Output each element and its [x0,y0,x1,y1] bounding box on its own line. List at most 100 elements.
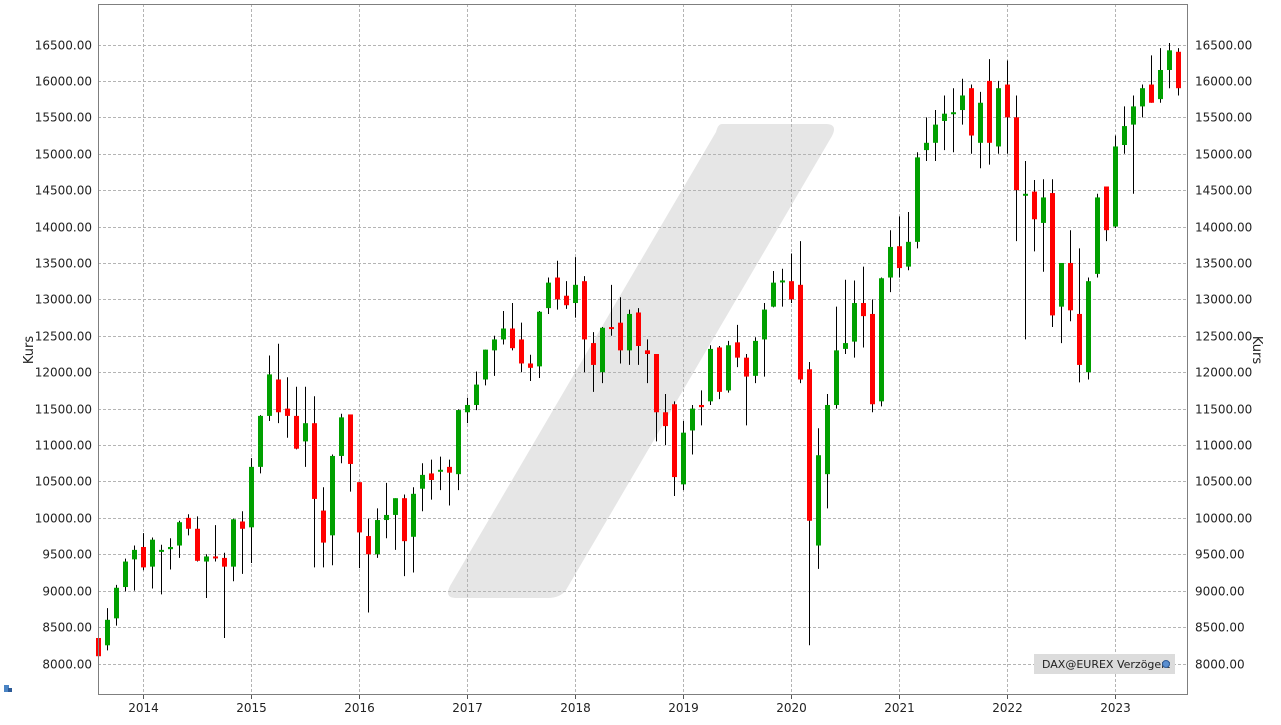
y-tick-label: 9000.00 [42,585,92,599]
candle-2022-11 [1095,193,1100,278]
candle-body-up [573,284,578,304]
candle-2014-02 [150,537,155,589]
y-axis-left: 8000.00 8500.00 9000.00 9500.00 10000.00 1050… [35,39,92,672]
candle-body-up [258,415,263,467]
candle-2015-10 [330,454,335,566]
candle-2020-08 [852,280,857,358]
candle-2015-01 [249,458,254,564]
candle-2018-08 [636,308,641,365]
candle-2022-05 [1041,179,1046,272]
candle-2019-02 [690,404,695,455]
candle-body-up [1059,262,1064,307]
candle-2021-08 [960,78,965,125]
candle-body-down [636,312,641,346]
candle-body-up [438,469,443,472]
candle-body-down [429,473,434,480]
candle-body-up [834,350,839,405]
candle-body-up [1140,88,1145,107]
candle-2021-11 [987,59,992,165]
candle-body-down [1068,262,1073,311]
candle-2022-02 [1014,95,1019,242]
chart-settings-icon[interactable] [4,685,12,692]
candle-2020-12 [888,230,893,293]
candle-body-down [1014,117,1019,191]
candle-body-down [285,408,290,416]
candle-body-up [816,455,821,546]
y-tick-label: 11000.00 [35,439,92,453]
candle-2016-09 [429,459,434,500]
candle-2020-04 [816,428,821,569]
candle-body-up [825,404,830,475]
candle-body-up [690,408,695,431]
candle-2016-07 [411,487,416,573]
y-tick-label: 12500.00 [35,330,92,344]
x-tick-label: 2016 [344,701,375,715]
candle-body-up [708,348,713,402]
candle-2020-10 [870,299,875,413]
candle-body-down [744,357,749,377]
candle-2021-10 [978,91,983,169]
candle-body-down [348,414,353,464]
candle-body-up [996,88,1001,147]
y-tick-label: 13000.00 [1195,293,1252,307]
candle-body-up [915,157,920,242]
watermark-shape [448,124,834,598]
candle-body-up [339,417,344,456]
candle-body-down [735,342,740,358]
candle-body-down [789,281,794,300]
candle-body-up [780,280,785,283]
candle-body-up [456,410,461,475]
globe-icon [1162,660,1170,668]
candle-body-down [510,328,515,349]
candle-2020-02 [798,241,803,384]
candle-body-up [942,113,947,121]
candle-body-down [195,528,200,561]
candle-body-down [591,343,596,365]
candle-body-down [1104,186,1109,231]
candle-body-down [618,322,623,351]
candle-2020-05 [825,394,830,509]
x-tick-label: 2017 [452,701,483,715]
candle-2015-05 [285,377,290,438]
candle-body-down [528,363,533,368]
candle-body-up [483,349,488,380]
candle-2018-10 [654,354,659,442]
candle-2022-03 [1023,161,1028,340]
candle-2023-02 [1122,106,1127,154]
candle-body-up [600,327,605,373]
candle-2023-04 [1140,84,1145,118]
y-tick-label: 11000.00 [1195,439,1252,453]
candle-2016-06 [402,494,407,577]
candle-body-up [1086,281,1091,373]
candle-2019-11 [771,270,776,308]
candle-2015-12 [348,414,353,492]
candle-body-down [861,303,866,317]
candle-body-up [978,102,983,143]
y-tick-label: 16000.00 [35,75,92,89]
y-tick-label: 15500.00 [35,111,92,125]
candle-body-up [762,309,767,340]
plot-border [98,4,1188,695]
candle-body-down [222,557,227,567]
candle-body-up [951,112,956,115]
candle-body-down [870,313,875,405]
y-tick-label: 12000.00 [35,366,92,380]
candle-2015-06 [294,386,299,450]
candle-2022-06 [1050,179,1055,328]
candle-2021-05 [933,110,938,162]
candle-2018-12 [672,401,677,497]
candle-2014-06 [186,514,191,536]
candle-2023-06 [1158,48,1163,103]
candle-body-up [879,278,884,402]
candle-2019-06 [726,340,731,393]
candle-2022-01 [1005,60,1010,154]
candle-body-up [1113,146,1118,227]
candle-body-down [969,88,974,136]
candle-2020-06 [834,306,839,409]
candle-2016-11 [447,459,452,506]
candle-2015-09 [321,487,326,568]
candle-2022-10 [1086,277,1091,380]
y-axis-label-right: Kurs [1249,336,1264,364]
candle-body-down [717,347,722,392]
candle-2013-10 [114,584,119,626]
